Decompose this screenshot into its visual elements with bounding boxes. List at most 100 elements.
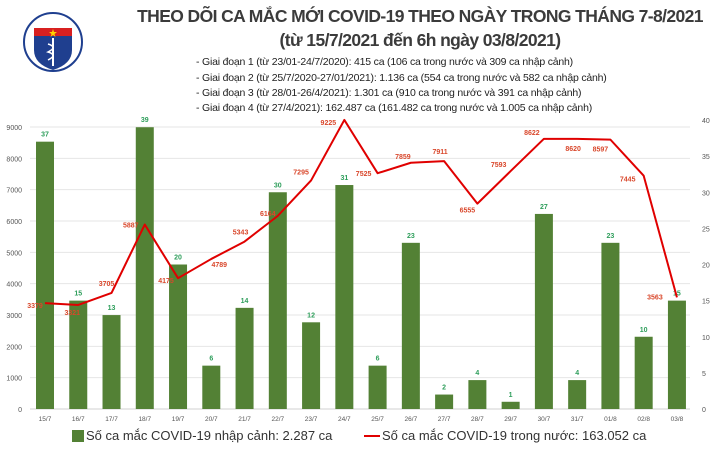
x-tick-label: 15/7 [39,416,52,423]
bar-imported [634,336,653,409]
bar-data-label: 20 [174,255,182,262]
x-tick-label: 30/7 [538,416,551,423]
line-data-label: 5343 [233,230,249,237]
legend-label-domestic: Số ca mắc COVID-19 trong nước: 163.052 c… [382,428,647,443]
x-tick-label: 23/7 [305,416,318,423]
y-left-tick-label: 4000 [6,282,22,289]
x-tick-label: 21/7 [238,416,251,423]
line-data-label: 8597 [593,147,609,154]
x-tick-label: 22/7 [271,416,284,423]
bar-data-label: 2 [442,385,446,392]
bar-data-label: 15 [74,291,82,298]
y-right-tick-label: 30 [702,190,710,197]
legend-label-imported: Số ca mắc COVID-19 nhập cảnh: 2.287 ca [86,428,333,443]
bar-imported [368,365,387,409]
line-data-label: 3705 [99,281,115,288]
bar-imported [468,380,487,409]
line-data-label: 4789 [212,262,228,269]
line-data-label: 3563 [647,294,663,301]
legend-swatch-bar [72,429,84,442]
x-tick-label: 29/7 [504,416,517,423]
bar-imported [235,307,254,409]
line-data-label: 7911 [433,149,448,156]
bar-data-label: 39 [141,117,149,124]
y-right-tick-label: 40 [702,118,710,125]
bar-imported [667,300,686,409]
bar-data-label: 13 [108,305,116,312]
x-tick-label: 01/8 [604,416,617,423]
bar-data-label: 37 [41,132,49,139]
bar-data-label: 31 [340,175,348,182]
bar-imported [36,141,54,410]
bar-imported [302,322,321,409]
bar-imported [601,242,620,409]
bar-data-label: 6 [376,356,380,363]
bar-imported [335,185,354,409]
x-tick-label: 28/7 [471,416,484,423]
line-data-label: 7859 [395,154,411,161]
legend-item-imported: Số ca mắc COVID-19 nhập cảnh: 2.287 ca [72,428,332,443]
line-domestic [44,118,678,306]
line-data-label: 8622 [524,130,540,137]
line-data-label: 4175 [158,278,174,285]
phase-note-3: - Giai đoạn 3 (từ 28/01-26/4/2021): 1.30… [196,87,582,99]
line-data-label: 8620 [565,146,581,153]
line-data-label: 6164 [260,211,276,218]
x-tick-label: 17/7 [105,416,118,423]
x-tick-label: 02/8 [637,416,650,423]
bar-imported [401,242,420,409]
bar-data-label: 6 [209,356,213,363]
bar-imported [568,380,587,409]
y-right-tick-label: 35 [702,154,710,161]
line-data-label: 7295 [293,169,309,176]
y-right-tick-label: 0 [702,407,706,414]
bar-data-label: 27 [540,204,548,211]
line-data-label: 5887 [123,223,139,230]
bar-imported [102,315,121,409]
bar-data-label: 30 [274,182,282,189]
y-left-tick-label: 9000 [6,125,22,132]
y-left-tick-label: 0 [18,407,22,414]
line-data-label: 3379 [27,303,43,310]
ministry-of-health-logo [23,12,83,72]
phase-note-4: - Giai đoạn 4 (từ 27/4/2021): 162.487 ca… [196,102,593,114]
bar-data-label: 10 [640,327,648,334]
y-right-tick-label: 5 [702,371,706,378]
x-tick-label: 19/7 [172,416,185,423]
line-data-label: 3321 [64,310,80,317]
legend-item-domestic: Số ca mắc COVID-19 trong nước: 163.052 c… [364,428,646,443]
line-data-label: 6555 [460,208,476,215]
bar-data-label: 14 [241,298,249,305]
y-left-tick-label: 8000 [6,156,22,163]
x-tick-label: 26/7 [405,416,418,423]
x-tick-label: 31/7 [571,416,584,423]
x-tick-label: 27/7 [438,416,451,423]
phase-note-1: - Giai đoạn 1 (từ 23/01-24/7/2020): 415 … [196,56,573,68]
bar-data-label: 1 [509,392,513,399]
chart-title: THEO DÕI CA MẮC MỚI COVID-19 THEO NGÀY T… [137,6,703,26]
bar-imported [435,394,454,409]
bar-data-label: 4 [575,370,579,377]
x-tick-label: 03/8 [671,416,684,423]
bar-imported [69,300,88,409]
bar-imported [135,127,154,409]
bar-imported [268,192,287,409]
phase-note-2: - Giai đoạn 2 (từ 25/7/2020-27/01/2021):… [196,72,607,84]
chart-subtitle: (từ 15/7/2021 đến 6h ngày 03/8/2021) [279,30,562,50]
x-tick-label: 25/7 [371,416,384,423]
y-left-tick-label: 5000 [6,250,22,257]
bar-imported [169,264,188,409]
bar-data-label: 4 [475,370,479,377]
y-left-tick-label: 2000 [6,344,22,351]
x-tick-label: 24/7 [338,416,351,423]
bar-imported [534,213,553,409]
bar-imported [202,365,221,409]
bar-imported [501,401,520,409]
line-data-label: 7445 [620,177,636,184]
line-data-label: 7525 [356,171,372,178]
y-left-tick-label: 7000 [6,188,22,195]
y-left-tick-label: 1000 [6,376,22,383]
legend-swatch-line [364,434,380,437]
